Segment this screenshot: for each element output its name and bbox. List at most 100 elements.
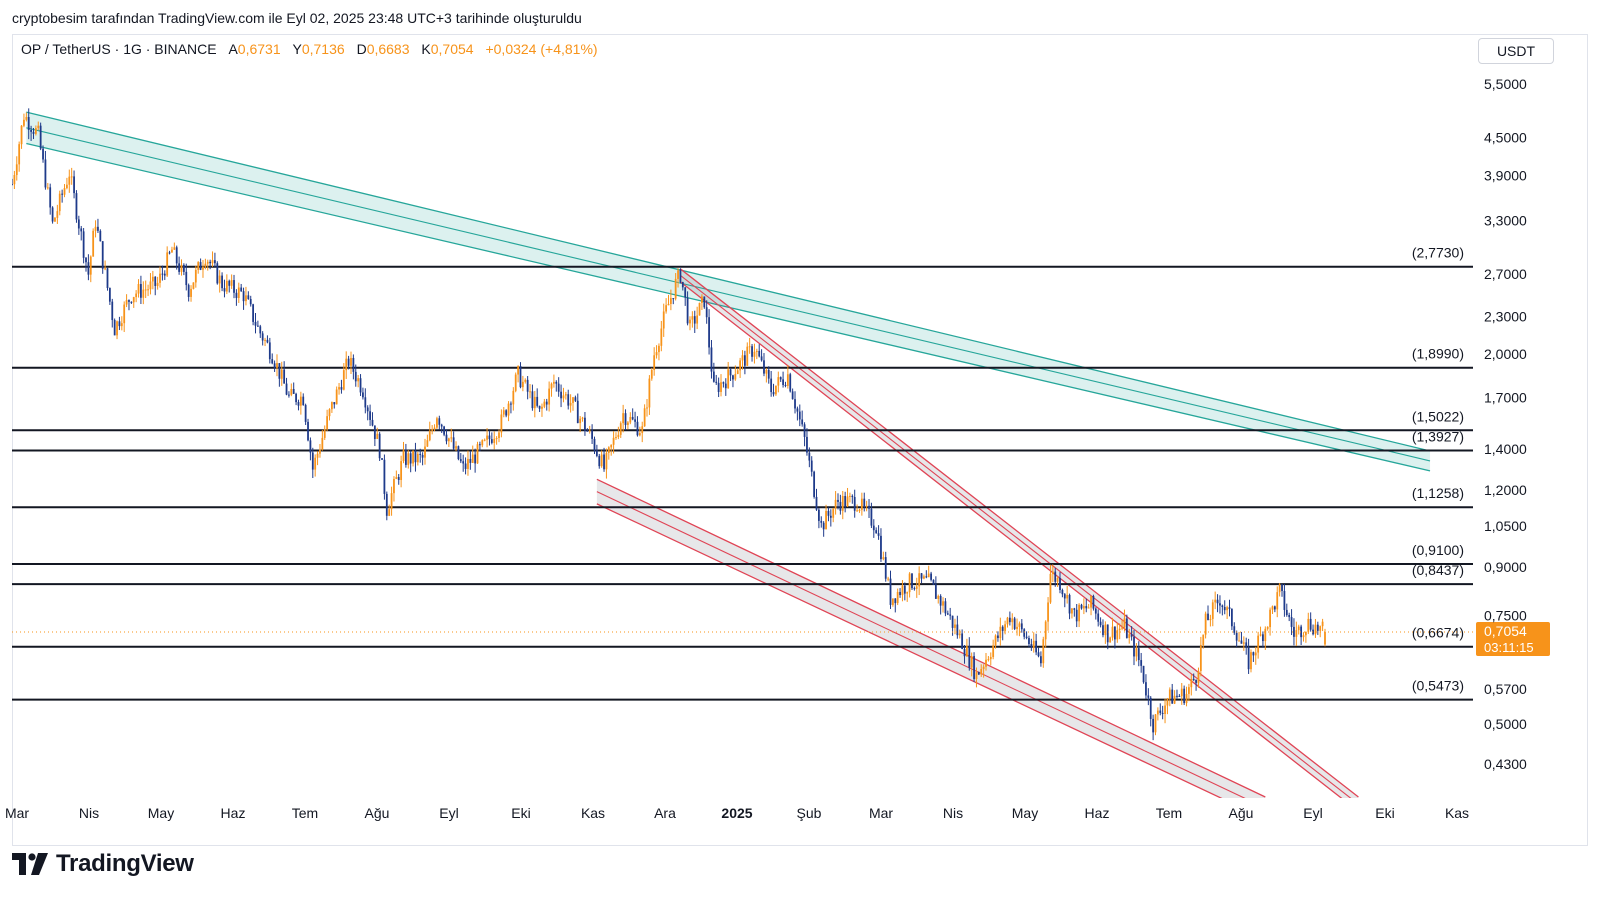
candle-body <box>321 437 324 450</box>
candle-body <box>1195 680 1197 683</box>
candle-body <box>352 357 355 372</box>
candle-body <box>328 409 331 417</box>
candle-body <box>335 389 338 405</box>
candle-body <box>543 401 546 407</box>
change-value: +0,0324 (+4,81%) <box>485 41 598 57</box>
candle-body <box>1223 607 1226 611</box>
candle-body <box>712 371 715 382</box>
tradingview-logo-icon <box>12 853 48 875</box>
candle-body <box>23 119 25 126</box>
candle-body <box>252 304 255 322</box>
candle-body <box>271 359 274 364</box>
candle-body <box>1228 607 1231 610</box>
candle-body <box>393 478 395 494</box>
candle-body <box>161 273 164 275</box>
candle-body <box>125 300 128 305</box>
candle-body <box>891 598 894 605</box>
candle-body <box>581 417 584 419</box>
candle-body <box>887 578 890 580</box>
symbol-title[interactable]: OP / TetherUS · 1G · BINANCE <box>21 41 217 57</box>
candles <box>12 108 1326 741</box>
close-label: K <box>421 41 431 57</box>
y-axis-tick: 0,4300 <box>1484 756 1527 772</box>
candle-body <box>541 406 543 409</box>
symbol-legend: OP / TetherUS · 1G · BINANCE A0,6731 Y0,… <box>21 41 598 57</box>
candle-body <box>390 493 393 510</box>
candle-body <box>643 408 646 427</box>
candle-body <box>741 355 744 361</box>
trend-channel-lower-line-0 <box>26 142 1431 472</box>
candle-body <box>732 375 734 380</box>
candle-body <box>42 148 44 160</box>
candle-body <box>1118 628 1121 631</box>
candle-body <box>1254 652 1257 656</box>
candle-body <box>1066 594 1069 599</box>
x-axis-label: May <box>1012 805 1038 821</box>
candle-body <box>137 284 140 294</box>
candle-body <box>717 382 720 392</box>
candle-body <box>545 401 548 405</box>
candle-body <box>1152 718 1155 733</box>
candle-body <box>667 303 670 306</box>
candle-body <box>419 453 422 455</box>
candle-body <box>340 387 343 390</box>
candle-body <box>1211 602 1214 619</box>
y-axis-tick: 2,3000 <box>1484 309 1527 325</box>
candle-body <box>61 193 64 195</box>
candle-body <box>163 273 166 276</box>
candle-body <box>827 510 830 516</box>
candle-body <box>980 669 983 675</box>
candle-body <box>46 187 49 189</box>
candle-body <box>1087 607 1090 609</box>
candle-body <box>600 454 603 467</box>
currency-selector[interactable]: USDT <box>1478 38 1554 64</box>
candle-body <box>311 452 314 470</box>
candle-body <box>1114 626 1116 640</box>
candle-body <box>44 159 47 188</box>
y-axis-tick: 0,9000 <box>1484 559 1527 575</box>
candle-body <box>584 417 586 431</box>
candle-body <box>550 383 553 389</box>
candle-body <box>1008 617 1011 623</box>
candle-body <box>844 496 847 507</box>
candle-body <box>531 391 534 409</box>
candle-body <box>476 444 479 464</box>
candle-body <box>237 287 240 298</box>
candle-body <box>963 649 966 657</box>
candle-body <box>968 646 971 668</box>
candle-body <box>538 405 541 409</box>
candle-body <box>400 461 403 480</box>
candle-body <box>118 321 121 327</box>
candle-body <box>794 399 796 409</box>
candle-body <box>101 241 104 269</box>
x-axis-label: Nis <box>943 805 963 821</box>
candle-body <box>75 193 78 220</box>
y-axis-tick: 5,5000 <box>1484 76 1527 92</box>
candle-body <box>691 316 694 320</box>
candle-body <box>944 601 947 614</box>
candle-body <box>507 403 510 416</box>
candle-body <box>359 378 362 393</box>
candle-body <box>813 471 816 497</box>
candle-body <box>560 391 562 399</box>
trend-channel-mid-line-2 <box>596 491 1246 798</box>
candle-body <box>1092 596 1095 609</box>
candle-body <box>746 346 749 366</box>
level-label-5: (0,9100) <box>1412 542 1464 558</box>
candle-body <box>586 430 589 432</box>
x-axis-label: May <box>148 805 174 821</box>
candle-body <box>1013 618 1016 629</box>
candle-body <box>381 458 383 460</box>
candle-body <box>951 615 954 628</box>
candle-body <box>627 422 629 425</box>
y-axis-tick: 0,5000 <box>1484 716 1527 732</box>
candle-body <box>82 231 85 258</box>
candle-body <box>149 281 152 290</box>
candle-body <box>1020 623 1023 630</box>
candle-body <box>758 350 761 357</box>
candle-body <box>338 387 340 390</box>
candle-body <box>825 510 827 530</box>
candle-body <box>1011 618 1014 623</box>
candle-body <box>218 275 221 284</box>
